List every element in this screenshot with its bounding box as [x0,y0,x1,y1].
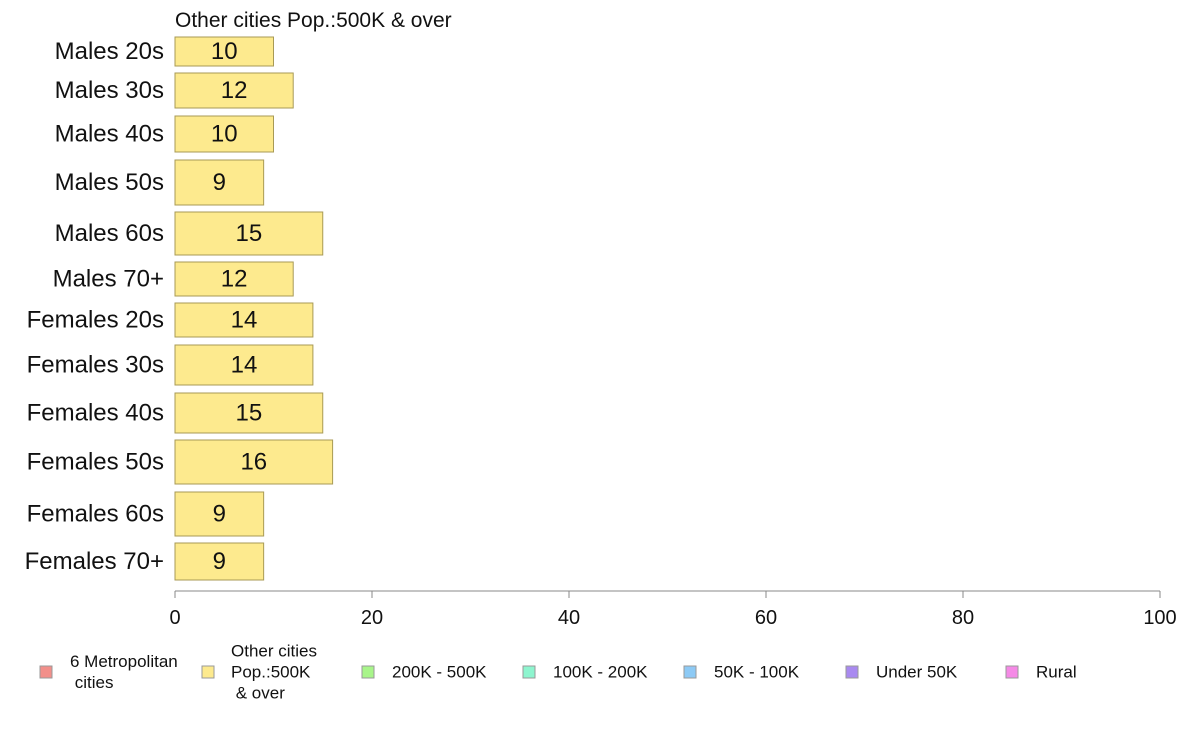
bars-group: Males 20s 10 Males 30s 12 Males 40s 10 Males 5… [25,36,334,581]
data-label: 9 [213,548,226,575]
category-label: Males 70+ [53,266,164,293]
data-label: 9 [213,169,226,196]
data-label: 15 [236,220,263,247]
legend-swatch [845,665,859,679]
category-label: Males 60s [55,220,164,247]
category-label: Males 20s [55,38,164,65]
category-label: Females 40s [27,400,164,427]
x-tick-label: 40 [558,607,580,629]
data-label: 9 [213,501,226,528]
data-label: 16 [240,449,267,476]
bar-1 [174,72,294,109]
x-tick-label: 20 [361,607,383,629]
legend-swatch [683,665,697,679]
legend-label: 50K - 100K [714,663,800,682]
x-tick-label: 80 [952,607,974,629]
data-label: 15 [236,400,263,427]
data-label: 10 [211,38,238,65]
bar-5 [174,261,294,297]
bar-4 [174,211,324,256]
data-label: 12 [221,266,248,293]
bar-0 [174,36,274,67]
legend: 6 Metropolitan cities Other cities Pop.:50… [39,642,1077,703]
legend-swatch [1005,665,1019,679]
bar-11 [174,542,265,581]
bar-6 [174,302,314,338]
x-tick-label: 60 [755,607,777,629]
category-label: Females 30s [27,352,164,379]
data-label: 10 [211,121,238,148]
legend-swatch [201,665,215,679]
legend-swatch [39,665,53,679]
bar-10 [174,491,265,537]
x-axis: 0 20 40 60 80 100 [169,590,1177,629]
category-label: Females 70+ [25,548,164,575]
data-label: 14 [231,352,258,379]
data-label: 14 [231,307,258,334]
legend-swatch [361,665,375,679]
legend-label: 6 Metropolitan cities [70,652,178,692]
legend-label: 200K - 500K [392,663,487,682]
data-label: 12 [221,77,248,104]
bar-8 [174,392,324,434]
legend-swatch [522,665,536,679]
category-label: Females 60s [27,501,164,528]
legend-label: Other cities Pop.:500K & over [231,642,317,703]
x-tick-label: 0 [169,607,180,629]
bar-3 [174,159,265,206]
category-label: Males 30s [55,77,164,104]
legend-label: Rural [1036,663,1077,682]
bar-2 [174,115,274,153]
category-label: Males 40s [55,121,164,148]
x-tick-label: 100 [1143,607,1176,629]
category-label: Males 50s [55,169,164,196]
legend-label: Under 50K [876,663,958,682]
chart-title: Other cities Pop.:500K & over [175,9,452,32]
category-label: Females 50s [27,449,164,476]
bar-9 [174,439,334,485]
bar-7 [174,344,314,386]
category-label: Females 20s [27,307,164,334]
legend-label: 100K - 200K [553,663,648,682]
